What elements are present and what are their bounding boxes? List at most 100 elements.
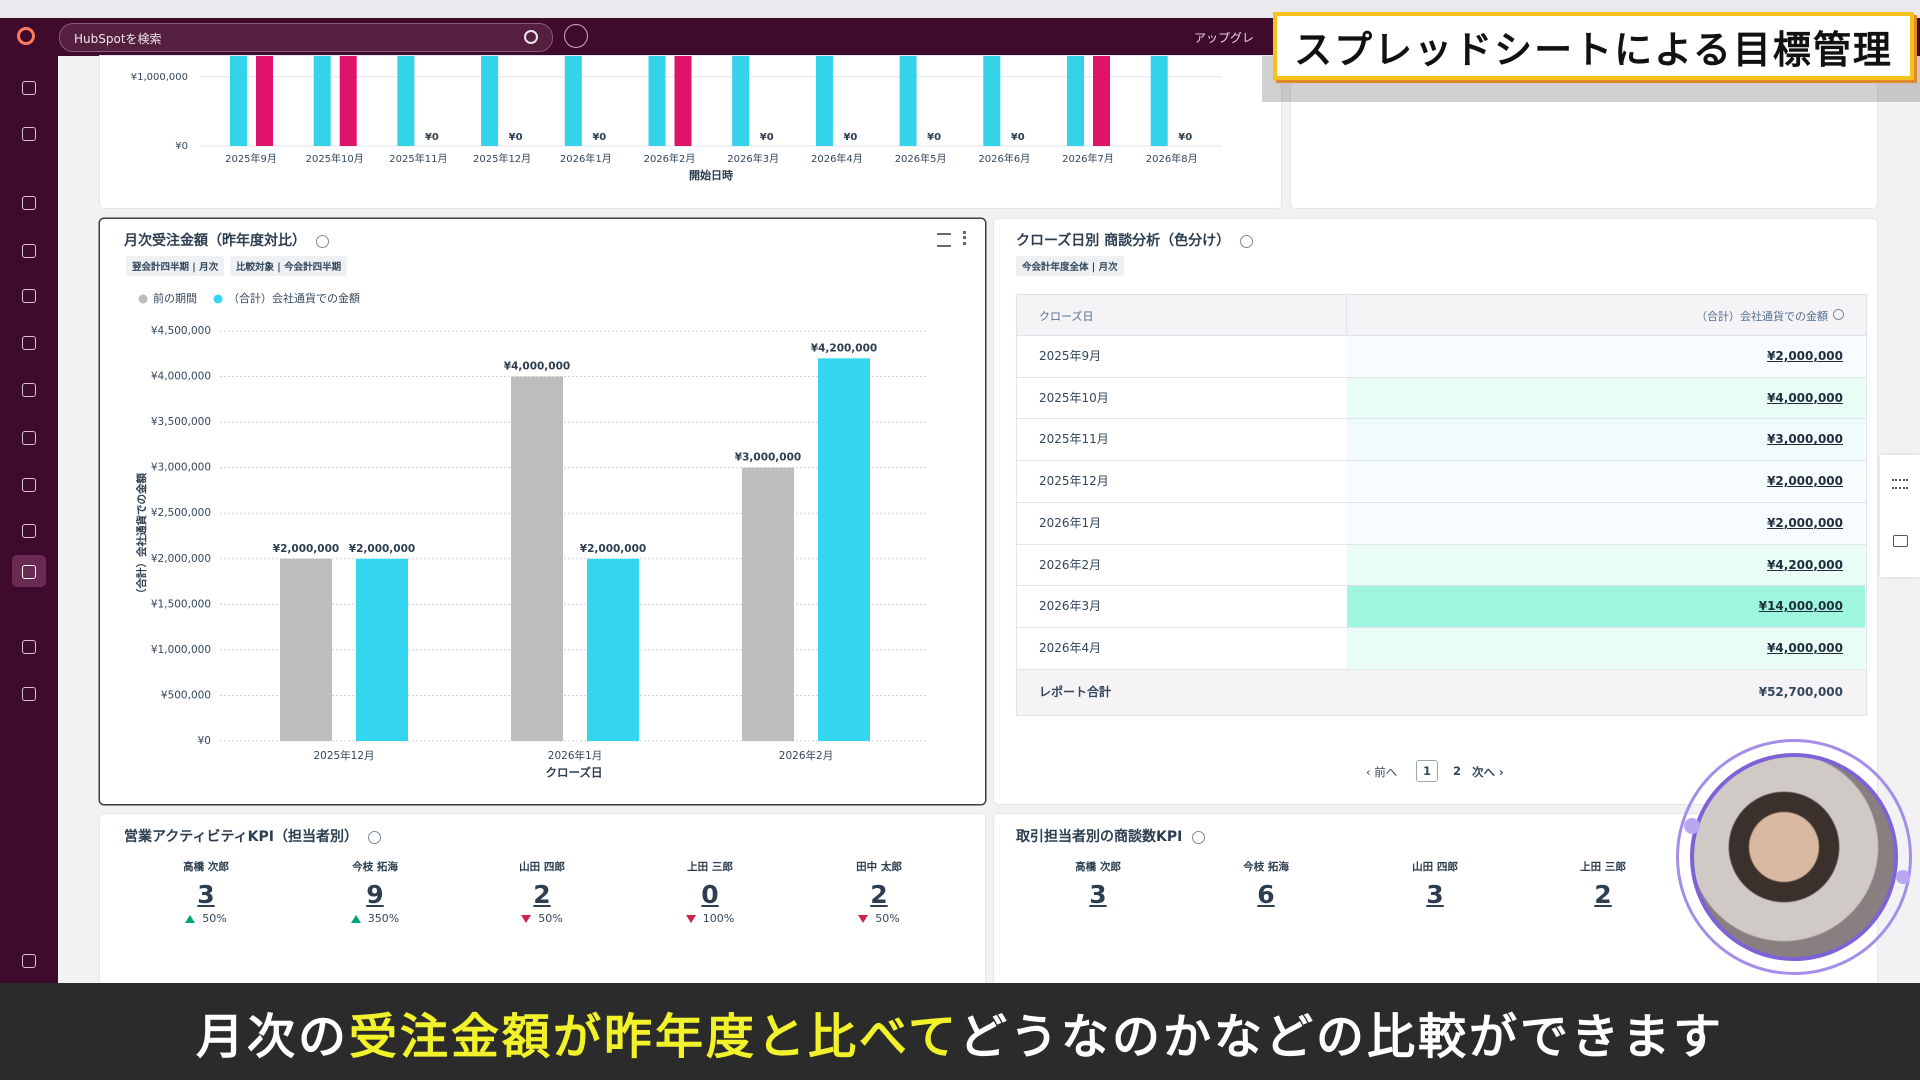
kpi-value[interactable]: 3: [1426, 880, 1444, 909]
nav-active[interactable]: [12, 555, 46, 587]
grid-icon[interactable]: [1892, 479, 1908, 489]
amount-link[interactable]: ¥2,000,000: [1767, 349, 1843, 363]
kpi-value[interactable]: 2: [533, 880, 551, 909]
search-placeholder: HubSpotを検索: [74, 32, 162, 46]
nav-icon[interactable]: [22, 954, 36, 968]
settings-icon[interactable]: [937, 233, 951, 247]
kpi-value[interactable]: 3: [1089, 880, 1107, 909]
nav-icon[interactable]: [22, 640, 36, 654]
kpi-value[interactable]: 2: [870, 880, 888, 909]
amount-link[interactable]: ¥4,200,000: [1767, 557, 1843, 572]
amount-cell: ¥2,000,000: [1347, 502, 1865, 544]
logo[interactable]: [17, 27, 35, 45]
kpi-item: 山田 四郎 3: [1365, 859, 1505, 909]
filter-tag[interactable]: 今会計年度全体 | 月次: [1016, 256, 1124, 276]
kpi-value[interactable]: 0: [701, 880, 719, 909]
bar: [511, 376, 563, 741]
info-icon[interactable]: [1240, 234, 1254, 248]
page-button[interactable]: 2: [1453, 764, 1462, 778]
kpi-item: 田中 太郎 2 50%: [809, 859, 949, 925]
nav-icon[interactable]: [22, 478, 36, 492]
kpi-name: 今枝 拓海: [352, 861, 398, 873]
prev-button[interactable]: ‹ 前へ: [1366, 765, 1398, 779]
chat-icon[interactable]: [1893, 535, 1908, 547]
change-value: 350%: [367, 912, 400, 925]
amount-link[interactable]: ¥3,000,000: [1767, 432, 1843, 447]
menu-icon[interactable]: [963, 231, 969, 245]
subtitle-highlight: 受注金額が昨年度と比べて: [348, 1008, 960, 1065]
filter-tag[interactable]: 翌会計四半期 | 月次: [126, 256, 225, 276]
title-text: 月次受注金額（昨年度対比）: [124, 233, 306, 249]
amount-link[interactable]: ¥2,000,000: [1767, 515, 1843, 530]
info-icon[interactable]: [316, 234, 329, 248]
nav-icon[interactable]: [22, 336, 36, 350]
nav-icon[interactable]: [22, 431, 36, 445]
info-icon[interactable]: [1192, 830, 1206, 844]
nav-icon[interactable]: [22, 244, 36, 258]
table-header: クローズ日 （合計）会社通貨での金額: [1017, 295, 1866, 335]
kpi-value[interactable]: 3: [197, 880, 215, 909]
blank-card: [1291, 56, 1877, 208]
change-value: 100%: [702, 912, 735, 925]
kpi-name: 高橋 次郎: [1075, 861, 1121, 873]
amount-cell: ¥4,000,000: [1347, 377, 1865, 419]
x-tick-label: 2025年9月: [225, 152, 277, 165]
kpi-change: 50%: [809, 912, 949, 925]
bar: [313, 56, 331, 146]
header-cell[interactable]: クローズ日: [1039, 310, 1094, 323]
nav-icon[interactable]: [22, 127, 36, 141]
table-row: 2025年12月 ¥2,000,000: [1017, 460, 1866, 503]
data-label: ¥3,000,000: [735, 452, 801, 464]
y-tick-label: ¥2,500,000: [151, 507, 211, 519]
bar: [815, 56, 833, 146]
bar: [732, 56, 750, 146]
nav-icon[interactable]: [22, 196, 36, 210]
nav-icon[interactable]: [22, 524, 36, 538]
table-row: 2025年9月 ¥2,000,000: [1017, 335, 1866, 377]
kpi-change: 50%: [136, 912, 276, 925]
info-icon[interactable]: [1833, 309, 1844, 320]
card-title: クローズ日別 商談分析（色分け）: [1016, 230, 1254, 250]
kpi-value[interactable]: 9: [366, 880, 384, 909]
x-tick-label: 2026年4月: [811, 152, 863, 165]
bar: [481, 56, 499, 146]
data-label: ¥0: [760, 132, 774, 143]
nav-icon[interactable]: [22, 81, 36, 95]
next-button[interactable]: 次へ ›: [1472, 765, 1504, 779]
bar: [587, 558, 639, 741]
amount-link[interactable]: ¥4,000,000: [1767, 640, 1843, 655]
amount-link[interactable]: ¥14,000,000: [1758, 599, 1843, 614]
kpi-value[interactable]: 6: [1257, 880, 1275, 909]
amount-link[interactable]: ¥4,000,000: [1767, 390, 1843, 405]
data-label: ¥0: [425, 132, 439, 143]
change-value: 50%: [202, 912, 227, 925]
bar: [983, 56, 1001, 146]
upgrade-link[interactable]: アップグレ: [1194, 31, 1255, 45]
nav-icon[interactable]: [22, 289, 36, 303]
page-button[interactable]: 1: [1416, 760, 1439, 782]
search-box[interactable]: HubSpotを検索: [59, 23, 553, 52]
kpi-item: 上田 三郎 0 100%: [640, 859, 780, 925]
amount-cell: ¥4,000,000: [1347, 627, 1865, 669]
nav-icon[interactable]: [22, 687, 36, 701]
kpi-item: 高橋 次郎 3 50%: [136, 859, 276, 925]
kpi-value[interactable]: 2: [1594, 880, 1612, 909]
change-value: 50%: [538, 912, 563, 925]
x-tick-label: 2026年3月: [727, 152, 779, 165]
data-label: ¥4,000,000: [504, 361, 570, 373]
amount-link[interactable]: ¥2,000,000: [1767, 474, 1843, 489]
filter-tag[interactable]: 比較対象 | 今会計四半期: [230, 256, 348, 276]
info-icon[interactable]: [367, 830, 381, 844]
subtitle-bar: 月次の 受注金額が昨年度と比べて どうなのかなどの比較ができます: [0, 983, 1920, 1080]
date-cell: 2026年3月: [1039, 599, 1102, 614]
nav-icon[interactable]: [22, 383, 36, 397]
webcam: [1690, 753, 1898, 961]
overlay-title: スプレッドシートによる目標管理: [1273, 12, 1914, 80]
nav-icon[interactable]: [22, 565, 36, 579]
kpi-name: 上田 三郎: [687, 861, 733, 873]
table-row: 2026年1月 ¥2,000,000: [1017, 501, 1866, 544]
date-cell: 2026年2月: [1039, 557, 1102, 572]
add-button[interactable]: [564, 24, 588, 48]
header-cell[interactable]: （合計）会社通貨での金額: [1696, 310, 1828, 323]
data-label: ¥2,000,000: [273, 543, 339, 555]
